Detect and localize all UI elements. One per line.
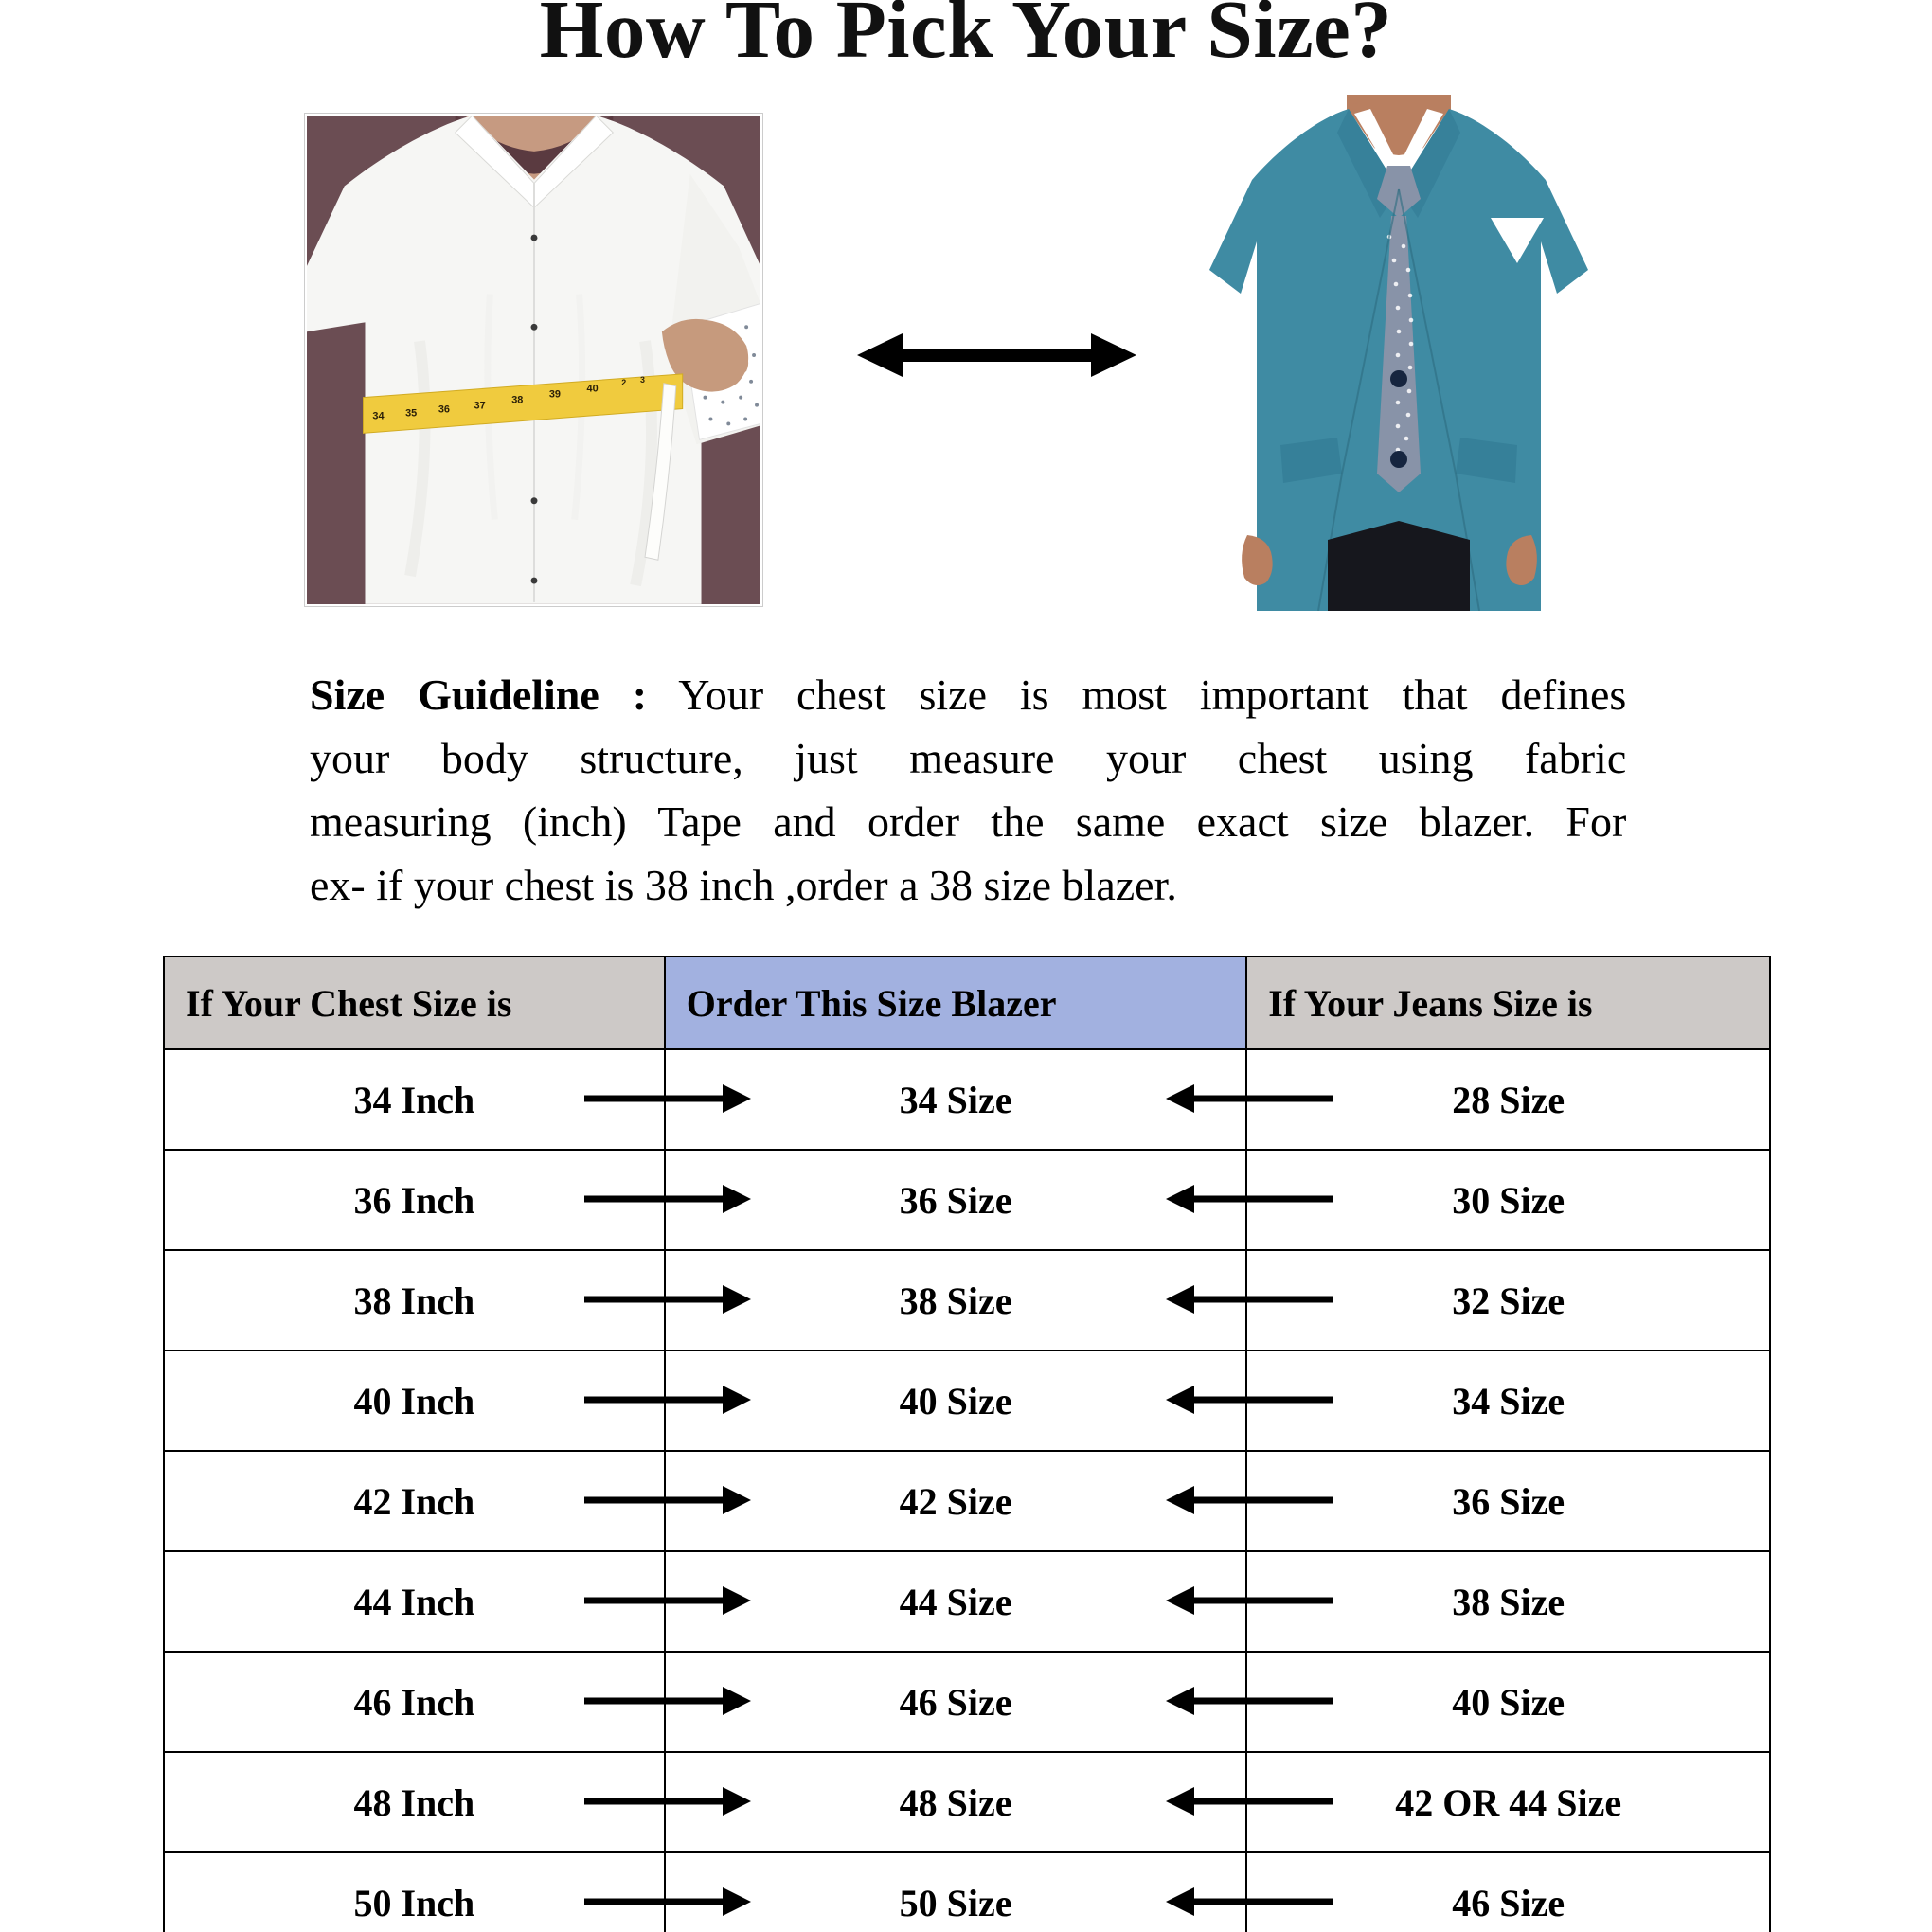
svg-text:38: 38 [511,395,523,406]
svg-text:35: 35 [405,408,417,420]
svg-text:3: 3 [640,375,645,385]
svg-text:37: 37 [474,401,486,412]
svg-text:40: 40 [587,384,599,395]
svg-text:39: 39 [549,389,561,401]
svg-text:34: 34 [372,410,384,421]
svg-text:36: 36 [438,404,450,416]
svg-text:2: 2 [621,378,626,387]
